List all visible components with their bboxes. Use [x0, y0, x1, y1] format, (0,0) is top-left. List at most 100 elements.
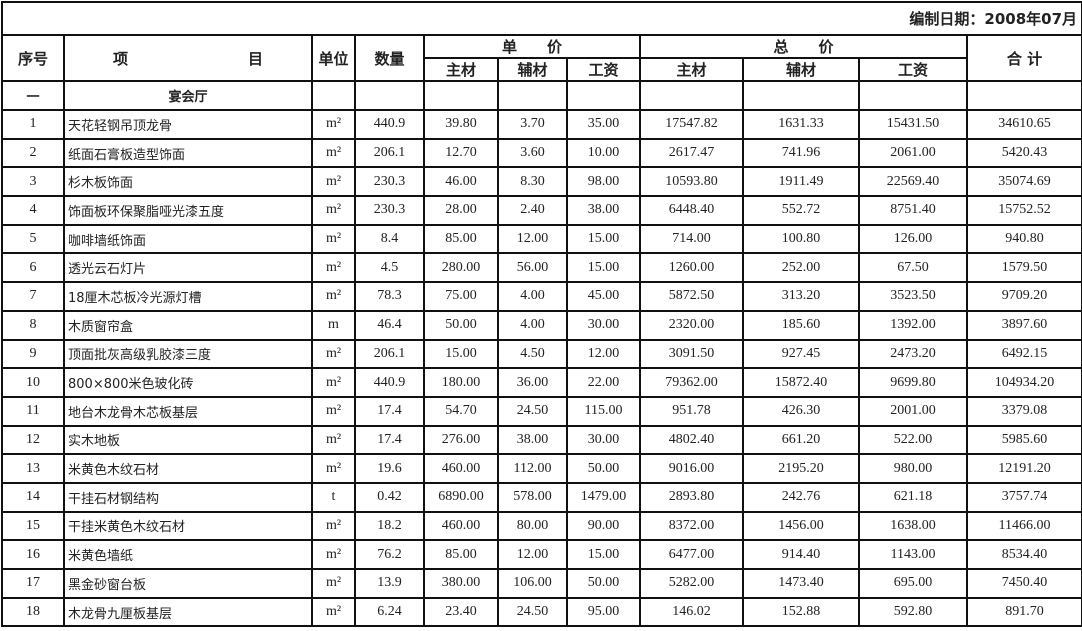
cell-up-main: 460.00 — [423, 453, 499, 484]
cell-unit: t — [311, 481, 356, 513]
cell-tp-labor: 15431.50 — [858, 109, 968, 140]
cell-unit: m² — [311, 195, 356, 226]
cell-name: 咖啡墙纸饰面 — [63, 223, 313, 255]
cell-tp-labor: 1143.00 — [858, 539, 968, 570]
cell-tp-aux: 152.88 — [742, 596, 860, 628]
cell-name: 实木地板 — [63, 424, 313, 456]
cell-tp-main: 146.02 — [639, 596, 744, 628]
cell-unit: m² — [311, 367, 356, 398]
cell-up-labor: 12.00 — [566, 338, 641, 370]
cell-qty: 17.4 — [354, 395, 425, 427]
cell-tp-main: 17547.82 — [639, 109, 744, 140]
cell-qty: 206.1 — [354, 338, 425, 370]
cell-unit: m — [311, 309, 356, 341]
header-sum: 合 计 — [965, 34, 1082, 82]
cell-tp-main: 10593.80 — [639, 166, 744, 198]
table-row: 18 木龙骨九厘板基层 m² 6.24 23.40 24.50 95.00 146.02 152… — [1, 596, 1082, 628]
table-row: 2 纸面石膏板造型饰面 m² 206.1 12.70 3.60 10.00 2617.47 74… — [1, 137, 1082, 169]
cell-tp-labor: 8751.40 — [858, 195, 968, 226]
cell-tp-main: 2617.47 — [639, 137, 744, 169]
cell-tp-labor: 980.00 — [858, 453, 968, 484]
cell-up-labor: 10.00 — [566, 137, 641, 169]
cell-seq: 10 — [1, 367, 65, 398]
cell-unit: m² — [311, 568, 356, 599]
cell-up-main: 28.00 — [423, 195, 499, 226]
cell-seq: 14 — [1, 481, 65, 513]
cell-total: 5420.43 — [965, 137, 1082, 169]
cell-up-aux: 2.40 — [497, 195, 568, 226]
section-name: 宴会厅 — [63, 80, 313, 111]
cell-tp-aux: 1473.40 — [742, 568, 860, 599]
cell-up-main: 15.00 — [423, 338, 499, 370]
header-qty: 数量 — [354, 34, 425, 82]
cell-total: 12191.20 — [965, 453, 1082, 484]
header-row-2: 主材 辅材 工资 主材 辅材 工资 — [2, 57, 1082, 82]
cell-tp-labor: 2001.00 — [858, 395, 968, 427]
header-tp-aux: 辅材 — [742, 57, 860, 82]
table-row: 17 黑金砂窗台板 m² 13.9 380.00 106.00 50.00 5282.00 14… — [1, 568, 1082, 599]
cell-qty: 78.3 — [354, 281, 425, 312]
cell-total: 3897.60 — [965, 309, 1082, 341]
cell-qty: 13.9 — [354, 568, 425, 599]
cell-up-aux: 578.00 — [497, 481, 568, 513]
cell-total: 35074.69 — [965, 166, 1082, 198]
cell-unit: m² — [311, 338, 356, 370]
cell-tp-aux: 2195.20 — [742, 453, 860, 484]
cell-name: 米黄色墙纸 — [63, 539, 313, 570]
cell-tp-labor: 126.00 — [858, 223, 968, 255]
cell-name: 透光云石灯片 — [63, 252, 313, 284]
cell-up-aux: 4.00 — [497, 309, 568, 341]
cell-tp-labor: 2061.00 — [858, 137, 968, 169]
cell-up-labor: 15.00 — [566, 223, 641, 255]
cell-seq: 3 — [1, 166, 65, 198]
cell-name: 顶面批灰高级乳胶漆三度 — [63, 338, 313, 370]
cell-up-aux: 38.00 — [497, 424, 568, 456]
cell-unit: m² — [311, 252, 356, 284]
cell-name: 木龙骨九厘板基层 — [63, 596, 313, 628]
cell-up-labor: 45.00 — [566, 281, 641, 312]
cell-total: 104934.20 — [965, 367, 1082, 398]
table-row: 16 米黄色墙纸 m² 76.2 85.00 12.00 15.00 6477.00 914.4… — [1, 539, 1082, 570]
cell-up-labor: 50.00 — [566, 453, 641, 484]
table-row: 1 天花轻钢吊顶龙骨 m² 440.9 39.80 3.70 35.00 17547.82 16… — [1, 109, 1082, 140]
cell-name: 地台木龙骨木芯板基层 — [63, 395, 313, 427]
cell-tp-aux: 1631.33 — [742, 109, 860, 140]
cell-qty: 8.4 — [354, 223, 425, 255]
cell-tp-main: 6448.40 — [639, 195, 744, 226]
cell-total: 1579.50 — [965, 252, 1082, 284]
cell-total: 11466.00 — [965, 510, 1082, 542]
cell-tp-labor: 9699.80 — [858, 367, 968, 398]
cell-total: 940.80 — [965, 223, 1082, 255]
cell-tp-main: 2893.80 — [639, 481, 744, 513]
cell-seq: 17 — [1, 568, 65, 599]
cell-up-labor: 115.00 — [566, 395, 641, 427]
cell-unit: m² — [311, 281, 356, 312]
cell-name: 杉木板饰面 — [63, 166, 313, 198]
cell-up-main: 85.00 — [423, 223, 499, 255]
cell-up-labor: 90.00 — [566, 510, 641, 542]
cell-up-main: 12.70 — [423, 137, 499, 169]
header-tp-labor: 工资 — [858, 57, 968, 82]
header-item: 项 目 — [63, 34, 313, 82]
table-row: 13 米黄色木纹石材 m² 19.6 460.00 112.00 50.00 9016.00 2… — [1, 453, 1082, 484]
cell-up-main: 6890.00 — [423, 481, 499, 513]
cell-seq: 12 — [1, 424, 65, 456]
cell-up-labor: 1479.00 — [566, 481, 641, 513]
cell-tp-aux: 914.40 — [742, 539, 860, 570]
section-row: 一 宴会厅 — [1, 80, 1082, 111]
cell-tp-main: 3091.50 — [639, 338, 744, 370]
header-unit-price: 单 价 — [423, 34, 641, 59]
cell-tp-main: 1260.00 — [639, 252, 744, 284]
cell-seq: 8 — [1, 309, 65, 341]
header-row-1: 序号 项 目 单位 数量 单 价 总 价 合 计 — [1, 34, 1082, 82]
table-row: 6 透光云石灯片 m² 4.5 280.00 56.00 15.00 1260.00 252.0… — [1, 252, 1082, 284]
cell-unit: m² — [311, 424, 356, 456]
cell-tp-aux: 185.60 — [742, 309, 860, 341]
cell-qty: 18.2 — [354, 510, 425, 542]
section-seq: 一 — [1, 80, 65, 111]
cell-name: 黑金砂窗台板 — [63, 568, 313, 599]
cell-up-aux: 4.50 — [497, 338, 568, 370]
cell-up-main: 54.70 — [423, 395, 499, 427]
table-row: 8 木质窗帘盒 m 46.4 50.00 4.00 30.00 2320.00 185.60 13… — [1, 309, 1082, 341]
cell-up-aux: 12.00 — [497, 223, 568, 255]
